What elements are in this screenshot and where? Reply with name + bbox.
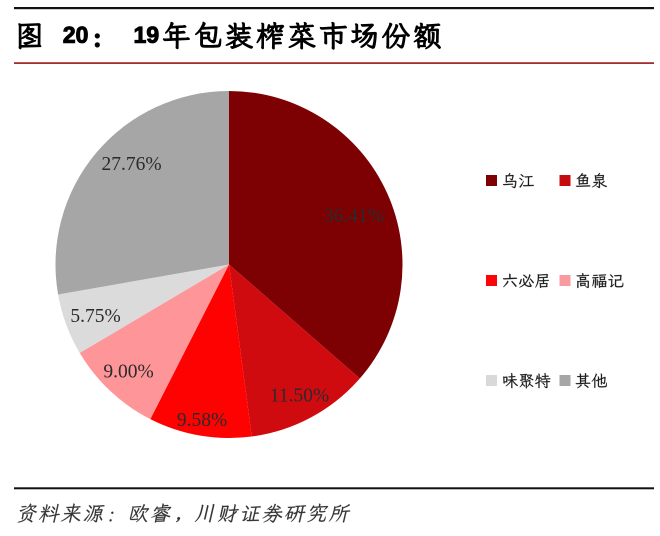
svg-text:9.00%: 9.00%: [103, 362, 153, 383]
svg-text:36.41%: 36.41%: [324, 206, 384, 227]
svg-text:5.75%: 5.75%: [70, 306, 120, 327]
svg-text:27.76%: 27.76%: [101, 154, 161, 175]
svg-text:9.58%: 9.58%: [177, 410, 227, 431]
svg-text:11.50%: 11.50%: [270, 386, 329, 407]
